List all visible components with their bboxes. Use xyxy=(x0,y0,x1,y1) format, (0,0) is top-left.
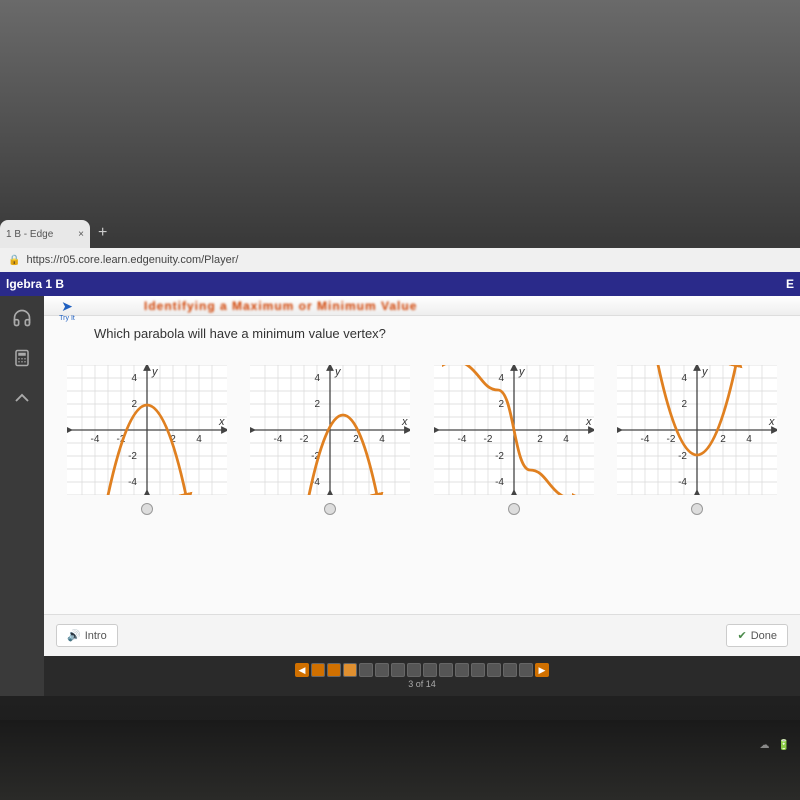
graph-option-1: x y -4-224-4-224 xyxy=(67,365,227,515)
progress-step-3[interactable] xyxy=(343,663,357,677)
taskbar-icon: 🔋 xyxy=(778,740,790,751)
calculator-icon[interactable] xyxy=(8,344,36,372)
intro-label: Intro xyxy=(85,630,107,642)
svg-text:4: 4 xyxy=(379,434,385,445)
graph-option-3: x y -4-224-4-224 xyxy=(434,365,594,515)
graph-3: x y -4-224-4-224 xyxy=(434,365,594,495)
progress-bar: ◀ ▶ 3 of 14 xyxy=(44,656,800,696)
url-bar[interactable]: 🔒 https://r05.core.learn.edgenuity.com/P… xyxy=(0,248,800,272)
headphones-icon[interactable] xyxy=(8,304,36,332)
desk-edge xyxy=(0,720,800,800)
svg-text:-4: -4 xyxy=(90,434,99,445)
svg-text:-4: -4 xyxy=(128,477,137,488)
progress-step-6[interactable] xyxy=(391,663,405,677)
progress-prev-button[interactable]: ◀ xyxy=(295,663,309,677)
graph-option-2: x y -4-224-4-224 xyxy=(250,365,410,515)
svg-text:2: 2 xyxy=(353,434,359,445)
svg-text:x: x xyxy=(768,416,775,428)
option-radio-1[interactable] xyxy=(141,503,153,515)
try-it-label: Try It xyxy=(59,315,75,322)
check-icon: ✔ xyxy=(737,629,746,642)
svg-text:4: 4 xyxy=(498,373,504,384)
sidebar xyxy=(0,296,44,696)
taskbar-icon: ☁ xyxy=(760,740,770,751)
svg-text:-2: -2 xyxy=(667,434,676,445)
new-tab-button[interactable]: + xyxy=(98,224,107,242)
svg-text:-2: -2 xyxy=(483,434,492,445)
topic-banner: Identifying a Maximum or Minimum Value xyxy=(44,296,800,316)
graph-2: x y -4-224-4-224 xyxy=(250,365,410,495)
done-label: Done xyxy=(751,630,777,642)
progress-step-12[interactable] xyxy=(487,663,501,677)
svg-text:4: 4 xyxy=(746,434,752,445)
svg-text:x: x xyxy=(585,416,592,428)
svg-text:-4: -4 xyxy=(495,477,504,488)
course-header: lgebra 1 B E xyxy=(0,272,800,296)
progress-step-2[interactable] xyxy=(327,663,341,677)
progress-step-7[interactable] xyxy=(407,663,421,677)
progress-label: 3 of 14 xyxy=(408,679,436,689)
svg-text:2: 2 xyxy=(682,399,688,410)
speaker-icon: 🔊 xyxy=(67,629,81,642)
try-it-arrow-icon: ➤ xyxy=(61,298,73,315)
svg-text:x: x xyxy=(218,416,225,428)
svg-text:-2: -2 xyxy=(495,451,504,462)
svg-text:-2: -2 xyxy=(678,451,687,462)
lock-icon: 🔒 xyxy=(8,255,20,266)
svg-text:4: 4 xyxy=(682,373,688,384)
content-area: Identifying a Maximum or Minimum Value W… xyxy=(44,296,800,656)
progress-step-10[interactable] xyxy=(455,663,469,677)
progress-step-9[interactable] xyxy=(439,663,453,677)
progress-step-4[interactable] xyxy=(359,663,373,677)
option-radio-4[interactable] xyxy=(691,503,703,515)
svg-text:2: 2 xyxy=(537,434,543,445)
try-it-badge: ➤ Try It xyxy=(54,298,80,318)
collapse-up-icon[interactable] xyxy=(8,384,36,412)
option-radio-3[interactable] xyxy=(508,503,520,515)
svg-text:4: 4 xyxy=(131,373,137,384)
graph-1: x y -4-224-4-224 xyxy=(67,365,227,495)
topic-title: Identifying a Maximum or Minimum Value xyxy=(144,299,417,313)
progress-step-1[interactable] xyxy=(311,663,325,677)
progress-next-button[interactable]: ▶ xyxy=(535,663,549,677)
browser-tab[interactable]: 1 B - Edge × xyxy=(0,220,90,248)
url-text: https://r05.core.learn.edgenuity.com/Pla… xyxy=(26,254,238,266)
progress-step-11[interactable] xyxy=(471,663,485,677)
svg-text:2: 2 xyxy=(315,399,321,410)
option-radio-2[interactable] xyxy=(324,503,336,515)
svg-text:2: 2 xyxy=(498,399,504,410)
header-right-letter: E xyxy=(786,277,794,291)
svg-text:-4: -4 xyxy=(678,477,687,488)
svg-text:4: 4 xyxy=(315,373,321,384)
svg-text:2: 2 xyxy=(720,434,726,445)
svg-text:-4: -4 xyxy=(457,434,466,445)
question-text: Which parabola will have a minimum value… xyxy=(44,316,800,351)
svg-text:x: x xyxy=(401,416,408,428)
course-title: lgebra 1 B xyxy=(6,277,64,291)
progress-step-13[interactable] xyxy=(503,663,517,677)
graph-option-4: x y -4-224-4-224 xyxy=(617,365,777,515)
graph-4: x y -4-224-4-224 xyxy=(617,365,777,495)
svg-text:-4: -4 xyxy=(641,434,650,445)
taskbar-icons: ☁ 🔋 xyxy=(760,740,790,751)
tab-title: 1 B - Edge xyxy=(6,229,53,240)
graphs-container: x y -4-224-4-224 x y -4-224-4-224 xyxy=(44,351,800,519)
intro-button[interactable]: 🔊 Intro xyxy=(56,624,118,647)
svg-text:-4: -4 xyxy=(274,434,283,445)
progress-step-5[interactable] xyxy=(375,663,389,677)
bottom-bar: 🔊 Intro ✔ Done xyxy=(44,614,800,656)
progress-squares: ◀ ▶ xyxy=(295,663,549,677)
progress-step-14[interactable] xyxy=(519,663,533,677)
svg-text:-2: -2 xyxy=(300,434,309,445)
svg-text:4: 4 xyxy=(196,434,202,445)
svg-text:2: 2 xyxy=(131,399,137,410)
svg-text:4: 4 xyxy=(563,434,569,445)
progress-step-8[interactable] xyxy=(423,663,437,677)
tab-close-icon[interactable]: × xyxy=(78,229,84,240)
svg-text:-2: -2 xyxy=(128,451,137,462)
done-button[interactable]: ✔ Done xyxy=(726,624,788,647)
